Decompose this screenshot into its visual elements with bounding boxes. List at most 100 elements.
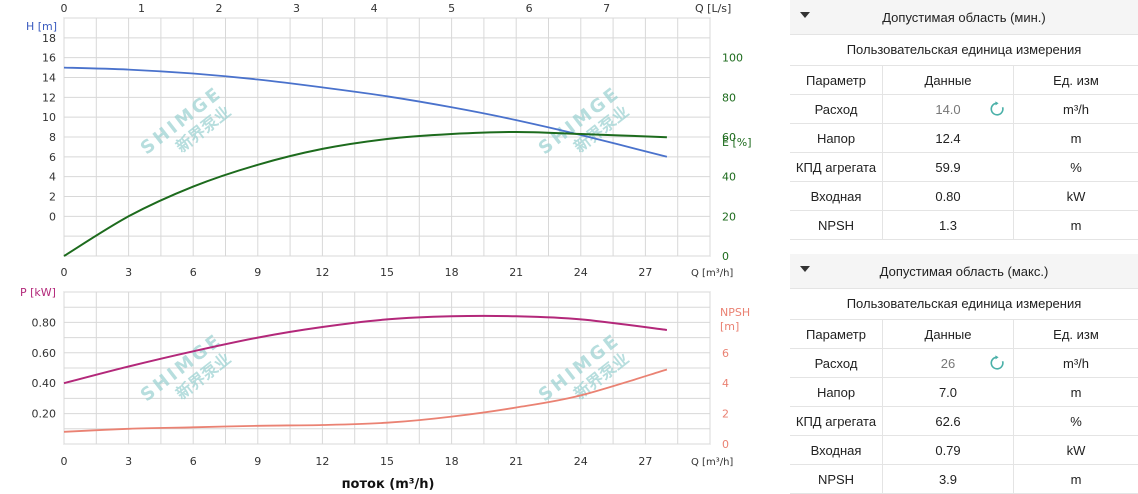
panel-min-header[interactable]: Допустимая область (мин.) (790, 0, 1138, 35)
tick-label-q: 15 (380, 455, 394, 468)
table-row: NPSH 1.3 m (790, 211, 1138, 240)
tick-label-p: 0.20 (32, 408, 57, 421)
panel-max-range: Допустимая область (макс.) Пользовательс… (790, 254, 1138, 494)
tick-label-q: 15 (380, 266, 394, 279)
refresh-icon[interactable] (989, 101, 1005, 117)
x-axis-title: поток (m³/h) (342, 477, 435, 491)
table-header-row: Параметр Данные Ед. изм (790, 66, 1138, 95)
tick-label-q: 3 (125, 266, 132, 279)
tick-label-q: 6 (190, 455, 197, 468)
tick-label-q-ls: 5 (448, 2, 455, 15)
param-name: Расход (790, 349, 883, 378)
tick-label-e: 20 (722, 210, 736, 223)
tick-label-q: 21 (509, 455, 523, 468)
param-name: Входная (790, 436, 883, 465)
param-name: Входная (790, 182, 883, 211)
flow-value[interactable]: 26 (941, 356, 955, 371)
tick-label-h: 10 (42, 111, 56, 124)
param-value: 0.79 (883, 436, 1014, 465)
param-unit: m (1014, 465, 1138, 494)
flow-value-cell[interactable]: 14.0 (883, 95, 1014, 124)
col-header-param: Параметр (790, 320, 883, 349)
tick-label-q-ls: 3 (293, 2, 300, 15)
axis-label-q-ls: Q [L/s] (695, 2, 731, 15)
tick-label-q: 18 (445, 455, 459, 468)
tick-label-q: 27 (638, 455, 652, 468)
param-name: КПД агрегата (790, 153, 883, 182)
panel-min-range: Допустимая область (мин.) Пользовательск… (790, 0, 1138, 240)
table-row-flow: Расход 26 m³/h (790, 349, 1138, 378)
tick-label-q: 18 (445, 266, 459, 279)
param-name: Расход (790, 95, 883, 124)
tick-label-p: 0.40 (32, 377, 57, 390)
param-value: 3.9 (883, 465, 1014, 494)
tick-label-q: 0 (61, 455, 68, 468)
tick-label-p: 0.80 (32, 316, 57, 329)
tick-label-h: 12 (42, 91, 56, 104)
param-value: 1.3 (883, 211, 1014, 240)
axis-label-npsh-unit: [m] (720, 320, 739, 333)
collapse-caret-icon[interactable] (800, 266, 810, 272)
tick-label-q: 9 (254, 455, 261, 468)
params-table: Параметр Данные Ед. изм Расход 14.0 m³/h… (790, 66, 1138, 240)
tick-label-h: 18 (42, 32, 56, 45)
collapse-caret-icon[interactable] (800, 12, 810, 18)
table-row: NPSH 3.9 m (790, 465, 1138, 494)
table-row: Входная 0.79 kW (790, 436, 1138, 465)
axis-label-q: Q [m³/h] (691, 457, 733, 468)
param-unit: % (1014, 407, 1138, 436)
unit-system-label: Пользовательская единица измерения (790, 289, 1138, 320)
tick-label-q-ls: 2 (216, 2, 223, 15)
tick-label-h: 2 (49, 191, 56, 204)
tick-label-q: 24 (574, 266, 588, 279)
panel-title: Допустимая область (макс.) (790, 264, 1138, 279)
flow-value-cell[interactable]: 26 (883, 349, 1014, 378)
param-unit: m³/h (1014, 95, 1138, 124)
tick-label-q-ls: 0 (61, 2, 68, 15)
table-row: КПД агрегата 59.9 % (790, 153, 1138, 182)
param-unit: m (1014, 211, 1138, 240)
param-value: 7.0 (883, 378, 1014, 407)
param-name: NPSH (790, 465, 883, 494)
param-unit: kW (1014, 436, 1138, 465)
tick-label-h: 14 (42, 72, 56, 85)
param-name: NPSH (790, 211, 883, 240)
panel-max-header[interactable]: Допустимая область (макс.) (790, 254, 1138, 289)
axis-label-p: P [kW] (20, 286, 56, 299)
flow-value[interactable]: 14.0 (935, 102, 960, 117)
tick-label-npsh: 6 (722, 347, 729, 360)
tick-label-q: 24 (574, 455, 588, 468)
tick-label-q-ls: 7 (603, 2, 610, 15)
table-row-flow: Расход 14.0 m³/h (790, 95, 1138, 124)
panel-title: Допустимая область (мин.) (790, 10, 1138, 25)
col-header-unit: Ед. изм (1014, 66, 1138, 95)
tick-label-h: 6 (49, 151, 56, 164)
tick-label-q: 6 (190, 266, 197, 279)
tick-label-h: 0 (49, 210, 56, 223)
tick-label-h: 4 (49, 171, 56, 184)
param-name: Напор (790, 378, 883, 407)
table-row: КПД агрегата 62.6 % (790, 407, 1138, 436)
axis-label-npsh: NPSH (720, 306, 750, 319)
param-unit: % (1014, 153, 1138, 182)
tick-label-q: 0 (61, 266, 68, 279)
tick-label-q: 3 (125, 455, 132, 468)
unit-system-label: Пользовательская единица измерения (790, 35, 1138, 66)
col-header-param: Параметр (790, 66, 883, 95)
axis-label-q: Q [m³/h] (691, 268, 733, 279)
tick-label-q: 9 (254, 266, 261, 279)
col-header-unit: Ед. изм (1014, 320, 1138, 349)
tick-label-e: 60 (722, 131, 736, 144)
refresh-icon[interactable] (989, 355, 1005, 371)
tick-label-e: 40 (722, 171, 736, 184)
table-row: Напор 12.4 m (790, 124, 1138, 153)
params-table: Параметр Данные Ед. изм Расход 26 m³/h Н… (790, 320, 1138, 494)
param-value: 12.4 (883, 124, 1014, 153)
tick-label-q-ls: 1 (138, 2, 145, 15)
tick-label-npsh: 0 (722, 438, 729, 451)
param-name: КПД агрегата (790, 407, 883, 436)
